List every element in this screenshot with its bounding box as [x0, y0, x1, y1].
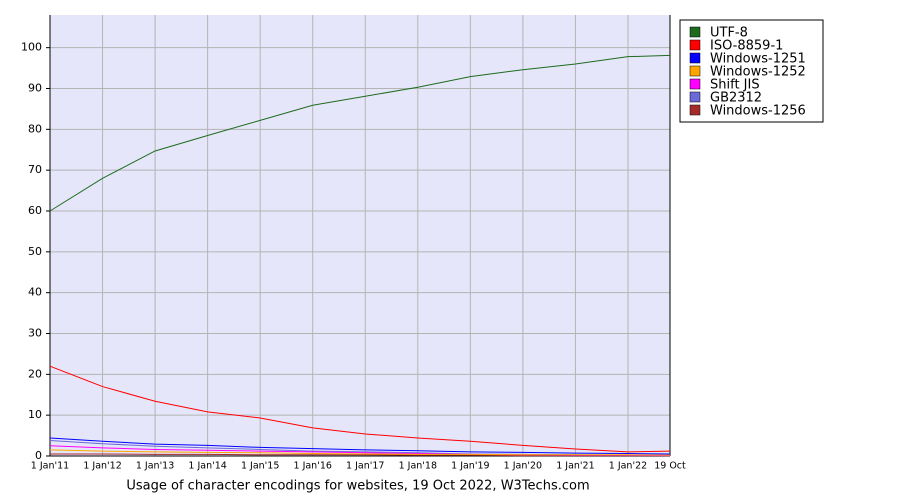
y-tick-label: 60 — [28, 204, 42, 217]
legend-label: Windows-1251 — [710, 52, 806, 67]
legend-swatch — [689, 39, 701, 51]
series-line — [49, 54, 671, 212]
legend-label: GB2312 — [710, 91, 762, 106]
legend-label: UTF-8 — [710, 26, 748, 41]
legend-label: Windows-1252 — [710, 65, 806, 80]
legend-label: Shift JIS — [710, 78, 760, 93]
legend-box — [679, 19, 824, 123]
y-tick-label: 30 — [28, 327, 42, 340]
y-tick-label: 20 — [28, 367, 42, 380]
x-tick-label: 1 Jan'14 — [188, 461, 226, 472]
plot-area — [50, 15, 670, 456]
y-tick-label: 90 — [28, 82, 42, 95]
legend-swatch — [689, 104, 701, 116]
x-tick-label: 1 Jan'11 — [31, 461, 69, 472]
legend-swatch — [689, 65, 701, 77]
series-line — [49, 437, 671, 455]
legend-swatch — [689, 91, 701, 103]
x-tick-label: 1 Jan'18 — [399, 461, 437, 472]
y-tick-label: 70 — [28, 163, 42, 176]
legend-swatch — [689, 78, 701, 90]
x-tick-label: 1 Jan'15 — [241, 461, 279, 472]
x-tick-label: 1 Jan'21 — [556, 461, 594, 472]
legend-swatch — [689, 26, 701, 38]
y-tick-label: 0 — [35, 449, 42, 462]
x-tick-label: 1 Jan'20 — [504, 461, 542, 472]
y-tick-label: 40 — [28, 286, 42, 299]
series-line — [49, 449, 671, 456]
x-tick-label: 1 Jan'16 — [294, 461, 332, 472]
y-tick-label: 50 — [28, 245, 42, 258]
x-tick-label: 1 Jan'22 — [609, 461, 647, 472]
y-tick-label: 100 — [21, 41, 42, 54]
x-tick-label: 1 Jan'17 — [346, 461, 384, 472]
x-tick-label: 1 Jan'12 — [83, 461, 121, 472]
series-line — [49, 365, 671, 453]
x-tick-label: 19 Oct — [654, 461, 686, 472]
x-tick-label: 1 Jan'19 — [451, 461, 489, 472]
legend-label: ISO-8859-1 — [710, 39, 783, 54]
y-tick-label: 80 — [28, 122, 42, 135]
x-tick-label: 1 Jan'13 — [136, 461, 174, 472]
legend-swatch — [689, 52, 701, 64]
legend-label: Windows-1256 — [710, 104, 806, 119]
chart-title: Usage of character encodings for website… — [126, 479, 589, 494]
y-tick-label: 10 — [28, 408, 42, 421]
